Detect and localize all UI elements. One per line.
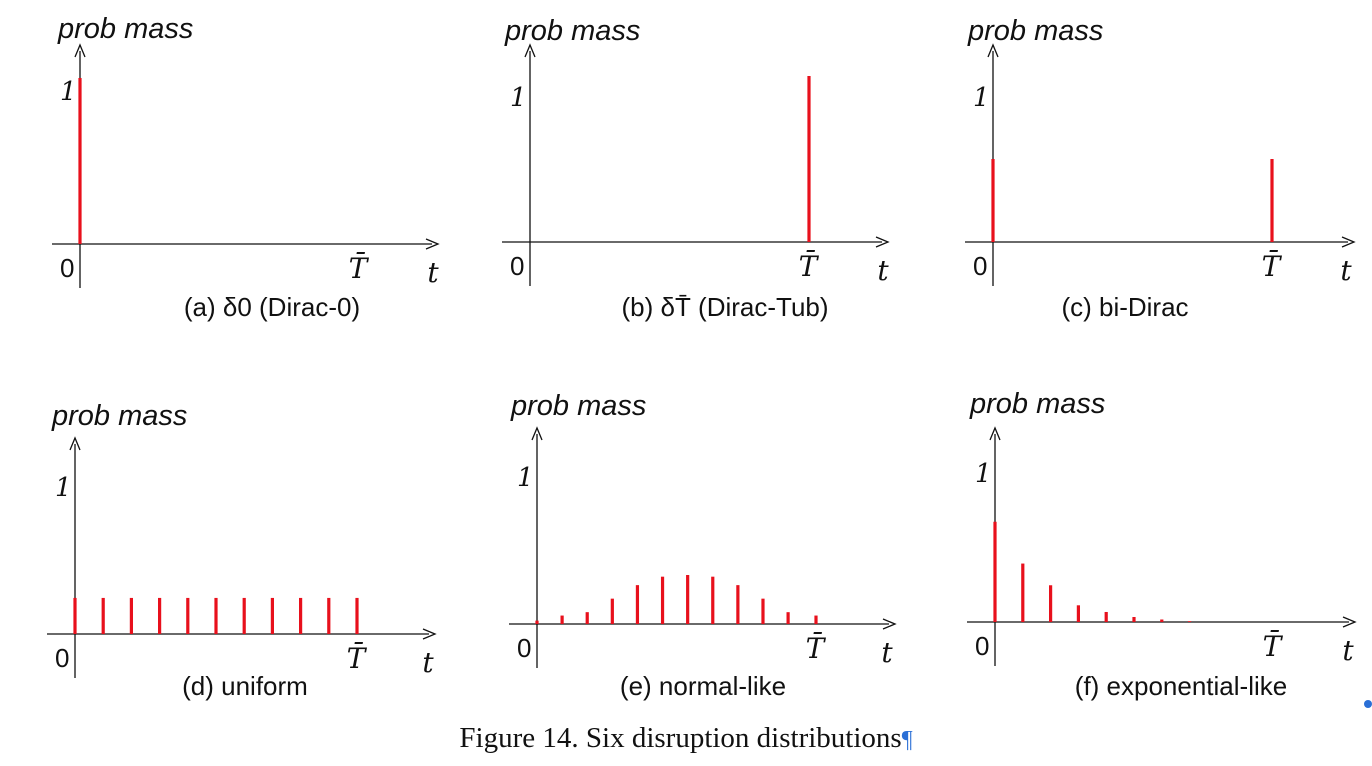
- x-tick-label: T̄: [806, 631, 827, 665]
- pilcrow-mark: ¶: [901, 727, 913, 753]
- panel-caption: (c) bi-Dirac: [1061, 292, 1188, 322]
- x-axis-label: t: [877, 254, 889, 287]
- y-axis-label: prob mass: [967, 15, 1103, 47]
- chart-panel: prob mass 1 0 T̄ t (a) δ0 (Dirac-0): [52, 13, 440, 322]
- x-tick-label: T̄: [799, 249, 820, 283]
- chart-panel: prob mass 1 0 T̄ t (d) uniform: [47, 400, 437, 701]
- x-tick-label: 0: [973, 251, 987, 281]
- panel-caption: (e) normal-like: [620, 671, 786, 701]
- y-tick-label: 1: [517, 463, 534, 493]
- chart-panel: prob mass 1 0 T̄ t (f) exponential-like: [967, 388, 1357, 701]
- x-tick-label: 0: [60, 253, 74, 283]
- panel-caption: (d) uniform: [182, 671, 308, 701]
- x-axis-arrow-icon: [422, 628, 437, 640]
- x-tick-label: 0: [55, 643, 69, 673]
- panel-caption: (f) exponential-like: [1075, 671, 1287, 701]
- x-axis-arrow-icon: [1341, 236, 1356, 248]
- x-tick-label: 0: [517, 633, 531, 663]
- cursor-dot: [1364, 700, 1372, 708]
- y-axis-arrow-icon: [531, 426, 543, 441]
- x-axis-label: t: [422, 646, 434, 679]
- chart-panel: prob mass 1 0 T̄ t (e) normal-like: [509, 390, 897, 701]
- x-axis-label: t: [427, 256, 439, 289]
- y-axis-arrow-icon: [74, 43, 86, 58]
- y-axis-arrow-icon: [987, 43, 999, 58]
- y-tick-label: 1: [60, 77, 77, 107]
- figure-caption-text: Figure 14. Six disruption distributions: [459, 722, 902, 754]
- chart-panel: prob mass 1 0 T̄ t (b) δT̄ (Dirac-Tub): [502, 15, 890, 322]
- chart-panel: prob mass 1 0 T̄ t (c) bi-Dirac: [965, 15, 1356, 322]
- x-tick-label: T̄: [349, 251, 370, 285]
- x-tick-label: T̄: [347, 641, 368, 675]
- y-tick-label: 1: [55, 473, 72, 503]
- x-axis-label: t: [881, 636, 893, 669]
- x-axis-label: t: [1340, 254, 1352, 287]
- y-axis-label: prob mass: [57, 13, 193, 45]
- y-axis-arrow-icon: [524, 43, 536, 58]
- y-tick-label: 1: [973, 83, 990, 113]
- panel-caption: (a) δ0 (Dirac-0): [184, 292, 360, 322]
- x-axis-arrow-icon: [882, 618, 897, 630]
- x-axis-arrow-icon: [425, 238, 440, 250]
- x-tick-label: T̄: [1263, 629, 1284, 663]
- y-axis-arrow-icon: [989, 426, 1001, 441]
- y-axis-label: prob mass: [51, 400, 187, 432]
- x-axis-arrow-icon: [875, 236, 890, 248]
- y-axis-label: prob mass: [510, 390, 646, 422]
- x-axis-label: t: [1342, 634, 1354, 667]
- x-tick-label: 0: [510, 251, 524, 281]
- y-axis-label: prob mass: [504, 15, 640, 47]
- x-axis-arrow-icon: [1342, 616, 1357, 628]
- y-axis-arrow-icon: [69, 436, 81, 451]
- figure-caption: Figure 14. Six disruption distributions¶: [0, 722, 1372, 755]
- x-tick-label: T̄: [1262, 249, 1283, 283]
- x-tick-label: 0: [975, 631, 989, 661]
- y-axis-label: prob mass: [969, 388, 1105, 420]
- y-tick-label: 1: [510, 83, 527, 113]
- y-tick-label: 1: [975, 459, 992, 489]
- panel-caption: (b) δT̄ (Dirac-Tub): [621, 292, 828, 322]
